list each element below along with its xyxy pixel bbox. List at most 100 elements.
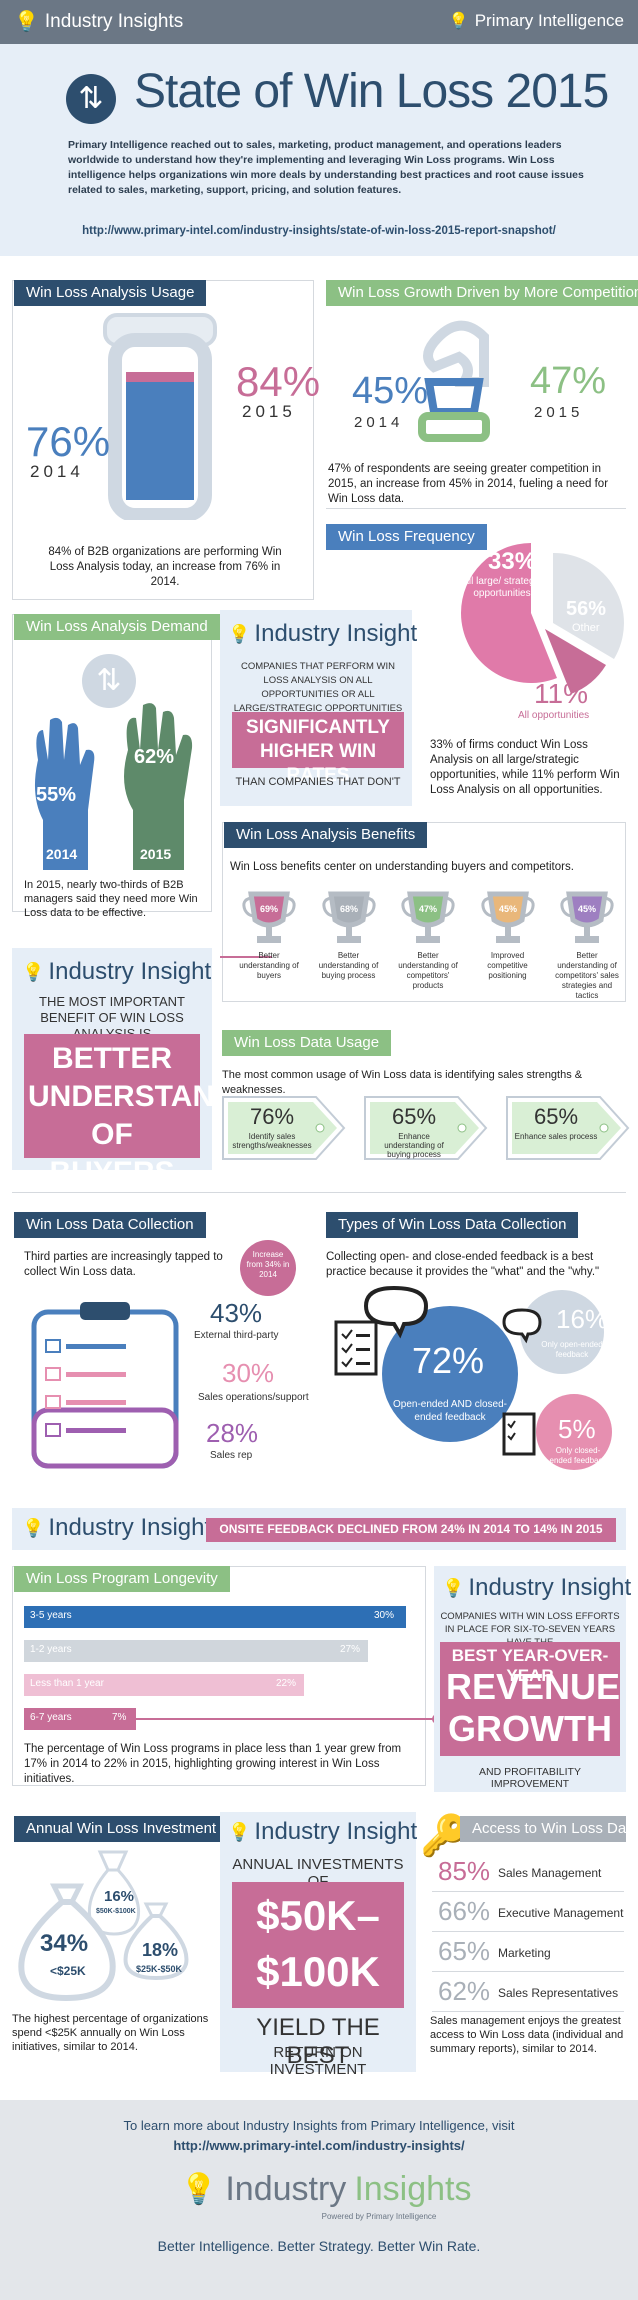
trophy-icon: 45% [480, 891, 535, 943]
demand-2015-year: 2015 [140, 846, 172, 862]
longevity-bar-label: Less than 1 year [30, 1678, 104, 1689]
frequency-pie [461, 543, 624, 694]
growth-label: Win Loss Growth Driven by More Competiti… [326, 280, 638, 306]
brand-left: 💡 Industry Insights [14, 10, 184, 34]
usage-2014-year: 2014 [30, 462, 84, 481]
insight3-banner-box [206, 1518, 616, 1542]
insight3-banner: ONSITE FEEDBACK DECLINED FROM 24% IN 201… [219, 1522, 603, 1536]
trophy-icon: 47% [401, 891, 455, 943]
lightbulb-icon: 💡 [228, 1821, 251, 1842]
trophy-value: 69% [260, 904, 278, 914]
demand-2015-value: 62% [134, 746, 175, 768]
demand-note: In 2015, nearly two-thirds of B2B manage… [24, 879, 198, 919]
types-5-label: Only closed-ended feedback [549, 1446, 607, 1465]
increase-bubble [240, 1240, 296, 1296]
increase-text: Increase from 34% in 2014 [246, 1250, 290, 1279]
invest-34: 34% [40, 1930, 89, 1957]
access-item: Sales Representatives [498, 1986, 619, 2000]
freq-11: 11% [534, 678, 588, 709]
tag-label: Enhance sales process [514, 1132, 598, 1141]
insight1-tail: THAN COMPANIES THAT DON'T [235, 776, 401, 788]
invest-34-label: <$25K [50, 1964, 86, 1978]
tag-value: 76% [249, 1104, 295, 1129]
footer-link[interactable]: http://www.primary-intel.com/industry-in… [173, 2138, 465, 2153]
benefits-intro: Win Loss benefits center on understandin… [230, 861, 574, 873]
trophy-value: 45% [498, 904, 516, 914]
footer [0, 2100, 638, 2300]
access-row: 85% Sales Management [432, 1852, 624, 1892]
longevity-bar-value: 27% [340, 1644, 361, 1655]
longevity-bar [24, 1708, 136, 1730]
trophy-item: 47% Better understanding of competitors'… [391, 888, 465, 1001]
insight3-title: 💡 Industry Insight [22, 1514, 212, 1541]
lightbulb-icon: 💡 [442, 1577, 465, 1598]
insight2-title: 💡 Industry Insight [22, 958, 212, 985]
access-row: 62% Sales Representatives [432, 1972, 624, 2012]
invest-16-label: $50K-$100K [96, 1908, 136, 1915]
collection-28-value: 28% [206, 1418, 259, 1448]
sort-icon: ⇅ [66, 74, 116, 124]
frequency-note: 33% of firms conduct Win Loss Analysis o… [430, 739, 620, 796]
longevity-bar-value: 30% [374, 1610, 395, 1621]
footer-tagline: Better Intelligence. Better Strategy. Be… [157, 2238, 481, 2254]
demand-icon: ⇅ [82, 654, 136, 708]
usage-2014-value: 76% [26, 418, 111, 465]
insight1-highlight: SIGNIFICANTLY HIGHER WIN RATES [246, 717, 390, 786]
trophy-value: 47% [419, 904, 437, 914]
insight5-tail1: YIELD THE BEST [256, 2014, 380, 2069]
usage-tag: 76% Identify sales strengths/weaknesses [220, 1094, 348, 1162]
trophy-icon: 68% [321, 891, 376, 943]
page-title: State of Win Loss 2015 [134, 65, 609, 118]
footer-logo: 💡 Industry Insights [180, 2170, 472, 2208]
datausage-intro: The most common usage of Win Loss data i… [222, 1069, 583, 1096]
growth-2014-year: 2014 [354, 414, 404, 431]
trophy-item: 68% Better understanding of buying proce… [312, 888, 386, 1001]
longevity-label: Win Loss Program Longevity [14, 1566, 230, 1592]
types-16-label: Only open-ended feedback [541, 1340, 603, 1359]
trophy-item: 45% Improved competitive positioning [471, 888, 545, 1001]
insight1-card [220, 610, 412, 806]
growth-2015-year: 2015 [534, 404, 584, 421]
freq-11-label: All opportunities [518, 710, 590, 721]
demand-2014-value: 55% [36, 784, 77, 806]
access-row: 66% Executive Management [432, 1892, 624, 1932]
usage-2015-value: 84% [236, 358, 321, 405]
knight-icon [418, 320, 490, 442]
section-divider [12, 1192, 626, 1193]
longevity-connector [136, 1718, 438, 1720]
tag-value: 65% [533, 1104, 579, 1129]
freq-56-label: Other [572, 622, 600, 634]
insight4-highlight-box [440, 1642, 620, 1756]
insight2-highlight-box [24, 1034, 200, 1158]
insight2-lead: THE MOST IMPORTANT BENEFIT OF WIN LOSS A… [39, 994, 185, 1041]
lightbulb-icon: 💡 [180, 2173, 218, 2206]
brand-right: 💡 Primary Intelligence [448, 11, 624, 30]
datausage-label: Win Loss Data Usage [222, 1030, 392, 1056]
types-circles [334, 1285, 612, 1470]
report-link[interactable]: http://www.primary-intel.com/industry-in… [82, 225, 556, 237]
longevity-bar-value: 7% [112, 1712, 127, 1723]
growth-2015-value: 47% [530, 360, 607, 402]
access-value: 66% [438, 1896, 491, 1926]
divider [326, 508, 626, 509]
lightbulb-icon: 💡 [22, 961, 45, 982]
types-72-label: Open-ended AND closed-ended feedback [393, 1399, 507, 1423]
benefits-label: Win Loss Analysis Benefits [224, 822, 428, 848]
types-72: 72% [412, 1340, 485, 1381]
insight5-tail2: RETURN ON INVESTMENT [269, 2044, 367, 2078]
lightbulb-icon: 💡 [22, 1517, 45, 1538]
tag-row: 76% Identify sales strengths/weaknesses … [220, 1094, 632, 1162]
collection-intro: Third parties are increasingly tapped to… [24, 1251, 223, 1278]
insight1-title: 💡 Industry Insight [228, 620, 418, 647]
hands-graphic [34, 703, 193, 870]
trophy-label: Better understanding of competitors' pro… [398, 951, 458, 990]
longevity-bar-label: 6-7 years [30, 1712, 72, 1723]
investment-label: Annual Win Loss Investment [14, 1816, 229, 1842]
collection-28-label: Sales rep [210, 1450, 253, 1461]
longevity-bar-label: 3-5 years [30, 1610, 72, 1621]
insight5-highlight-box [232, 1882, 404, 2008]
insight1-highlight-box [232, 712, 404, 768]
access-value: 62% [438, 1976, 491, 2006]
usage-cylinder [103, 313, 217, 520]
trophy-item: 45% Better understanding of competitors'… [550, 888, 624, 1001]
